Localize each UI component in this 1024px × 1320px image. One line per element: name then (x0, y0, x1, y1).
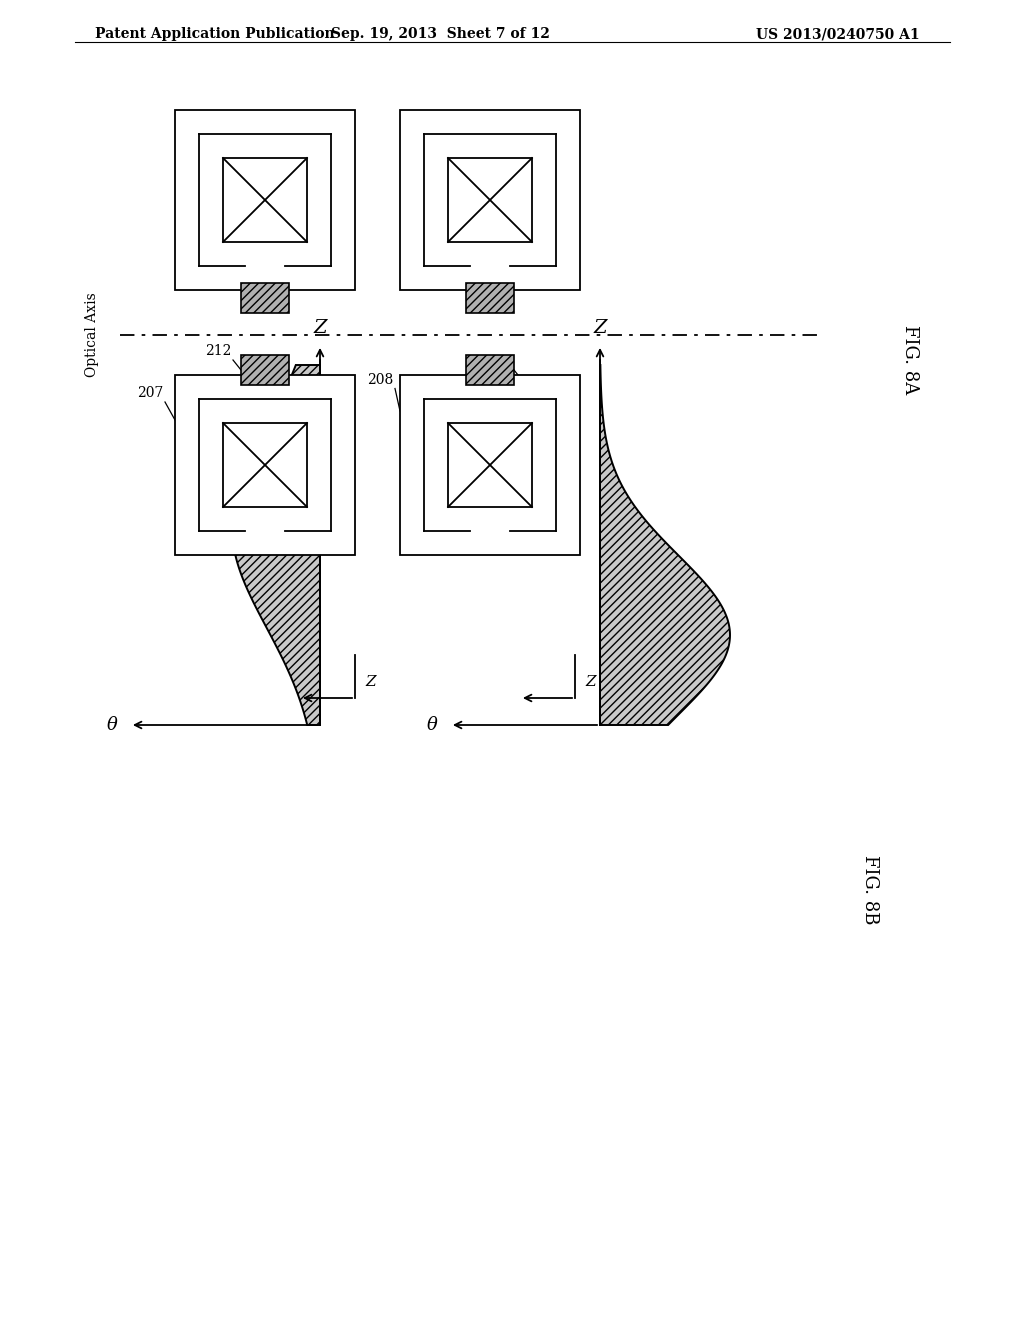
Text: 212: 212 (205, 345, 231, 358)
Bar (223, 422, 307, 507)
Text: 207: 207 (136, 387, 163, 400)
Text: θ: θ (108, 715, 118, 734)
Text: θ: θ (427, 715, 438, 734)
Text: FIG. 8A: FIG. 8A (901, 325, 919, 395)
Text: Sep. 19, 2013  Sheet 7 of 12: Sep. 19, 2013 Sheet 7 of 12 (331, 26, 550, 41)
Text: Z: Z (313, 319, 327, 337)
Bar (449, 422, 532, 507)
Bar (466, 282, 514, 313)
Text: US 2013/0240750 A1: US 2013/0240750 A1 (757, 26, 920, 41)
Bar (175, 375, 355, 554)
Text: Z: Z (365, 675, 376, 689)
Bar (400, 110, 580, 290)
Bar (223, 158, 307, 242)
Text: 208: 208 (367, 372, 393, 387)
Bar (466, 355, 514, 385)
Bar (241, 282, 289, 313)
Text: Z: Z (585, 675, 596, 689)
Polygon shape (600, 366, 730, 725)
Polygon shape (232, 366, 319, 725)
Bar (400, 375, 580, 554)
Text: Z: Z (593, 319, 607, 337)
Bar (241, 355, 289, 385)
Bar (175, 110, 355, 290)
Text: Patent Application Publication: Patent Application Publication (95, 26, 335, 41)
Text: 214: 214 (524, 381, 551, 396)
Text: Optical Axis: Optical Axis (85, 293, 99, 378)
Text: FIG. 8B: FIG. 8B (861, 855, 879, 925)
Bar (449, 158, 532, 242)
